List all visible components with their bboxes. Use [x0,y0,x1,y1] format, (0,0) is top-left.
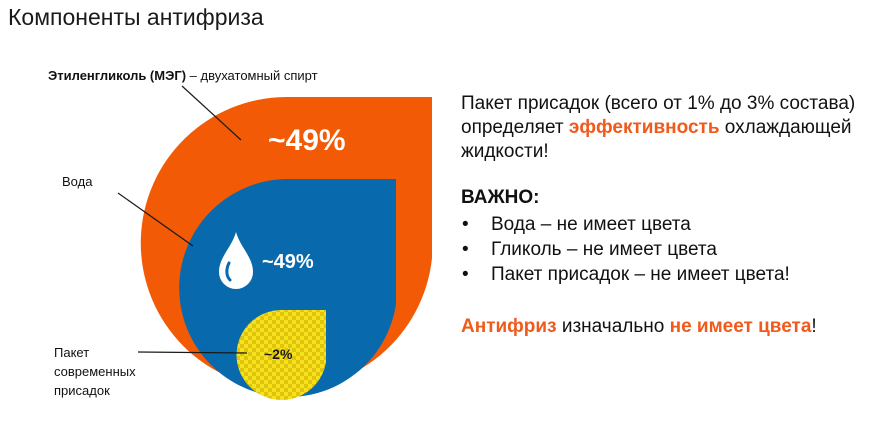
additives-leader-line [137,351,248,354]
additives-label: Пакет современных присадок [54,345,136,398]
info-line-2-pre: определяет [461,117,569,138]
info-panel: Пакет присадок (всего от 1% до 3% состав… [461,92,871,339]
info-line-2-accent: эффективность [568,117,720,138]
info-line-2: определяет эффективность охлаждающей жид… [461,116,871,164]
water-drop [179,179,396,397]
additives-percent: ~2% [264,346,293,362]
final-no-color: не имеет цвета [669,316,812,337]
important-heading: ВАЖНО: [461,187,540,208]
page-title: Компоненты антифриза [8,4,264,30]
meg-label: Этиленгликоль (МЭГ) – двухатомный спирт [48,66,318,85]
final-antifreeze: Антифриз [461,316,557,337]
final-exclaim: ! [811,316,817,337]
meg-percent: ~49% [268,124,346,157]
info-line-2-post: охлаждающей жидкости! [461,117,852,162]
list-item: Пакет присадок – не имеет цвета! [461,262,871,287]
meg-leader-line [181,85,242,141]
meg-label-rest: – двухатомный спирт [186,68,318,83]
water-label: Вода [62,174,93,189]
final-statement: Антифриз изначально не имеет цвета! [461,315,871,339]
important-list: Вода – не имеет цвета Гликоль – не имеет… [461,212,871,287]
water-leader-line [117,192,194,247]
meg-label-bold: Этиленгликоль (МЭГ) [48,68,187,83]
list-item: Вода – не имеет цвета [461,212,871,237]
info-line-1: Пакет присадок (всего от 1% до 3% состав… [461,93,856,114]
final-middle: изначально [556,316,670,337]
additives-drop [236,310,326,400]
list-item: Гликоль – не имеет цвета [461,237,871,262]
water-percent: ~49% [262,251,314,273]
